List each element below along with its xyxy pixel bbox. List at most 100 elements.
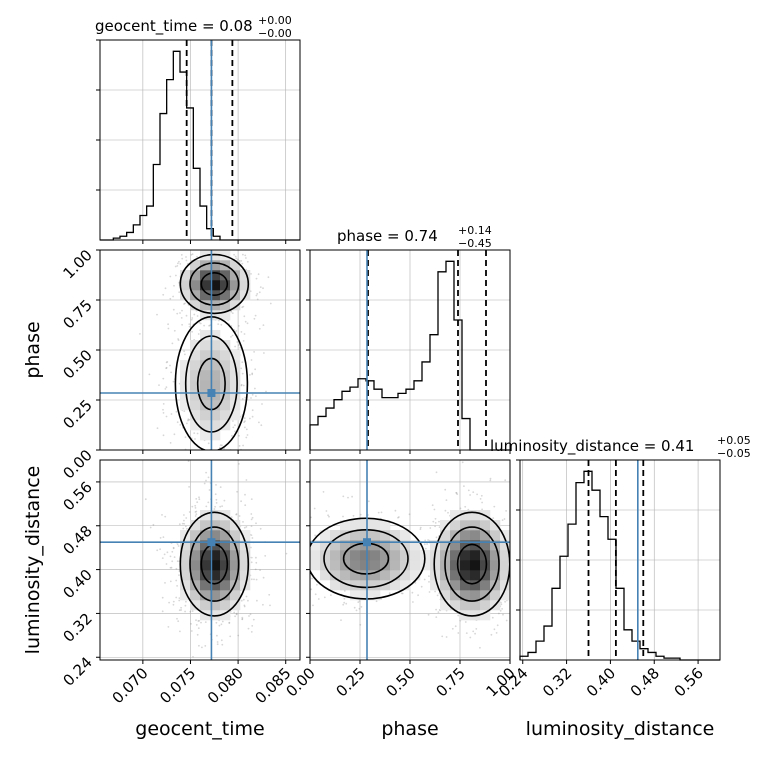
scatter-point	[231, 434, 233, 437]
density-cell	[180, 400, 191, 411]
scatter-point	[162, 412, 165, 414]
density-cell	[180, 530, 191, 541]
scatter-point	[435, 471, 438, 474]
scatter-point	[174, 468, 176, 470]
scatter-point	[190, 468, 192, 470]
scatter-point	[424, 547, 427, 550]
scatter-point	[250, 546, 252, 549]
scatter-point	[198, 321, 201, 324]
density-cell	[190, 270, 201, 281]
contour-line	[456, 543, 488, 585]
density-cell	[210, 580, 221, 591]
scatter-point	[241, 262, 244, 265]
density-cell	[310, 550, 321, 561]
tick-label: 0.56	[59, 478, 95, 514]
scatter-point	[252, 618, 255, 621]
scatter-point	[475, 628, 478, 630]
scatter-point	[191, 505, 194, 508]
scatter-point	[359, 513, 362, 516]
scatter-point	[343, 597, 346, 600]
density-cell	[190, 410, 201, 421]
scatter-point	[489, 477, 492, 480]
scatter-point	[180, 317, 183, 319]
scatter-point	[434, 525, 436, 528]
scatter-point	[433, 508, 436, 511]
scatter-point	[480, 494, 483, 497]
density-cell	[220, 390, 231, 401]
scatter-point	[188, 486, 191, 488]
density-cell	[230, 380, 241, 391]
density-cell	[450, 540, 461, 551]
scatter-point	[493, 628, 496, 631]
density-cell	[460, 550, 471, 561]
density-cell	[190, 570, 201, 581]
scatter-point	[530, 516, 532, 518]
scatter-point	[313, 507, 316, 510]
scatter-point	[176, 312, 179, 315]
scatter-point	[527, 571, 529, 573]
scatter-point	[243, 605, 246, 608]
density-cell	[470, 590, 481, 601]
density-cell	[310, 560, 321, 571]
scatter-point	[501, 608, 503, 610]
scatter-point	[264, 555, 267, 557]
contour-line	[323, 528, 409, 589]
scatter-point	[428, 575, 430, 577]
scatter-point	[244, 320, 247, 323]
scatter-point	[144, 498, 147, 501]
density-cell	[180, 570, 191, 581]
density-cell	[200, 550, 211, 561]
scatter-point	[165, 361, 168, 364]
scatter-point	[179, 630, 181, 633]
scatter-point	[240, 331, 243, 333]
density-cell	[210, 550, 221, 561]
density-cell	[200, 330, 211, 341]
scatter-point	[243, 526, 246, 529]
scatter-point	[435, 608, 437, 611]
scatter-point	[517, 536, 519, 538]
scatter-point	[176, 421, 179, 424]
scatter-point	[230, 310, 233, 313]
scatter-point	[229, 635, 232, 638]
density-cell	[410, 540, 421, 551]
scatter-point	[217, 323, 220, 325]
scatter-point	[251, 373, 254, 376]
scatter-point	[242, 521, 244, 523]
scatter-point	[148, 373, 151, 376]
scatter-point	[257, 273, 260, 276]
scatter-point	[201, 472, 203, 474]
scatter-point	[234, 345, 237, 348]
scatter-point	[424, 539, 427, 542]
scatter-point	[166, 551, 169, 554]
scatter-point	[165, 386, 168, 389]
scatter-point	[514, 511, 516, 513]
tick-marks	[306, 249, 511, 454]
scatter-point	[420, 585, 423, 588]
scatter-point	[164, 515, 167, 518]
density-cell	[390, 580, 401, 591]
scatter-point	[169, 555, 172, 558]
density-cell	[200, 310, 211, 321]
scatter-point	[221, 620, 224, 623]
scatter-point	[234, 615, 237, 618]
density-cell	[220, 360, 231, 371]
scatter-point	[164, 388, 167, 390]
hist-panel-geocent-time	[96, 39, 301, 244]
scatter-point	[159, 537, 162, 539]
scatter-point	[236, 490, 239, 493]
scatter-point	[190, 318, 193, 321]
density-cell	[360, 590, 371, 601]
scatter-point	[469, 636, 472, 639]
density-cell	[240, 540, 251, 551]
scatter-point	[231, 312, 234, 314]
histogram-step-line	[519, 470, 720, 661]
density-cell	[330, 540, 341, 551]
density-cell	[430, 560, 441, 571]
scatter-point	[511, 559, 513, 561]
scatter-point	[213, 508, 216, 510]
scatter-point	[253, 578, 255, 581]
scatter-point	[242, 253, 244, 256]
scatter-point	[503, 518, 506, 520]
scatter-point	[197, 333, 200, 335]
scatter-point	[242, 444, 245, 447]
